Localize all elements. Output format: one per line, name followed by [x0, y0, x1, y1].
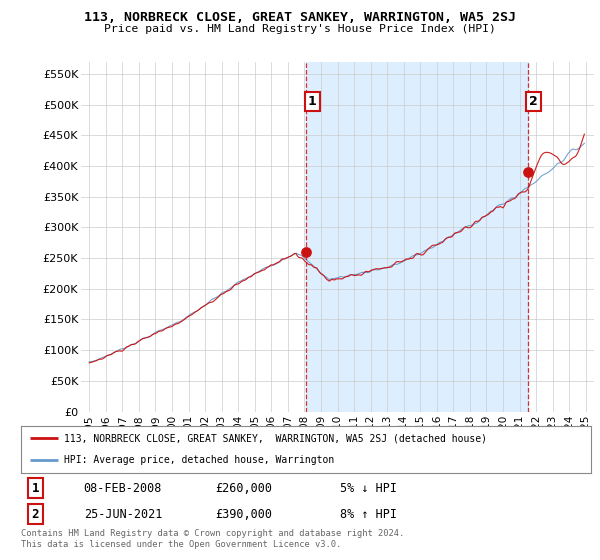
Text: 113, NORBRECK CLOSE, GREAT SANKEY, WARRINGTON, WA5 2SJ: 113, NORBRECK CLOSE, GREAT SANKEY, WARRI… — [84, 11, 516, 24]
Text: 2: 2 — [32, 508, 39, 521]
Text: 25-JUN-2021: 25-JUN-2021 — [84, 508, 162, 521]
Text: Contains HM Land Registry data © Crown copyright and database right 2024.
This d: Contains HM Land Registry data © Crown c… — [21, 529, 404, 549]
Text: 1: 1 — [32, 482, 39, 494]
Point — [523, 167, 532, 176]
Text: 08-FEB-2008: 08-FEB-2008 — [84, 482, 162, 494]
Text: HPI: Average price, detached house, Warrington: HPI: Average price, detached house, Warr… — [64, 455, 334, 465]
Bar — [306, 62, 527, 412]
Text: 2: 2 — [529, 95, 538, 108]
Text: 113, NORBRECK CLOSE, GREAT SANKEY,  WARRINGTON, WA5 2SJ (detached house): 113, NORBRECK CLOSE, GREAT SANKEY, WARRI… — [64, 433, 487, 444]
Point — [301, 248, 311, 256]
Text: £390,000: £390,000 — [215, 508, 272, 521]
Text: 8% ↑ HPI: 8% ↑ HPI — [340, 508, 397, 521]
Text: 5% ↓ HPI: 5% ↓ HPI — [340, 482, 397, 494]
Text: Price paid vs. HM Land Registry's House Price Index (HPI): Price paid vs. HM Land Registry's House … — [104, 24, 496, 34]
Text: 1: 1 — [308, 95, 316, 108]
Text: £260,000: £260,000 — [215, 482, 272, 494]
